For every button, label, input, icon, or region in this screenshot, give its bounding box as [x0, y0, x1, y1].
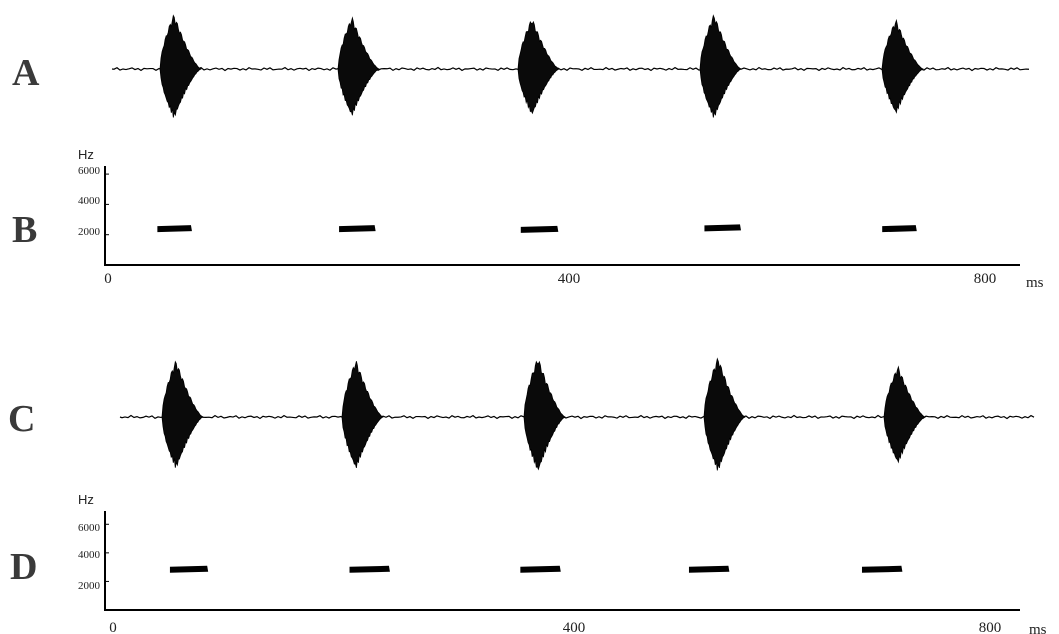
- panel-label-d: D: [10, 546, 37, 588]
- x-tick-label-d-0: 0: [109, 620, 117, 634]
- y-tick-label-b-6000: 6000: [78, 165, 101, 177]
- x-unit-label-d: ms: [1029, 622, 1047, 634]
- oscillogram-pulse: [159, 14, 202, 118]
- spectrogram-note: [157, 225, 192, 233]
- spectrogram-note: [688, 565, 730, 573]
- spectrogram-d: Hz 6000 4000 2000 0 400 800 ms: [78, 492, 1047, 634]
- x-tick-label-b-0: 0: [104, 271, 112, 287]
- oscillogram-pulse: [341, 361, 384, 468]
- oscillogram-pulse: [703, 357, 746, 471]
- x-tick-label-d-800: 800: [979, 620, 1002, 634]
- spectrogram-note: [349, 565, 390, 573]
- oscillogram-pulse: [161, 360, 204, 468]
- oscillogram-pulse: [523, 360, 566, 471]
- spectrogram-note: [169, 565, 209, 573]
- x-tick-label-b-400: 400: [558, 271, 581, 287]
- y-tick-label-d-4000: 4000: [78, 549, 101, 561]
- spectrogram-b: Hz 6000 4000 2000 0 400 800 ms: [78, 147, 1044, 291]
- oscillogram-pulse: [517, 20, 560, 115]
- oscillogram-c: [119, 357, 1035, 471]
- oscillogram-pulse: [881, 18, 924, 114]
- panel-label-b: B: [12, 209, 37, 251]
- spectrogram-note: [520, 225, 559, 233]
- y-unit-label-d: Hz: [78, 492, 94, 507]
- spectrogram-note: [339, 225, 376, 233]
- spectrogram-note: [520, 565, 561, 573]
- y-tick-label-b-4000: 4000: [78, 195, 101, 207]
- y-tick-label-d-6000: 6000: [78, 522, 101, 534]
- oscillogram-baseline: [111, 66, 1030, 72]
- spectrogram-note: [882, 225, 917, 233]
- spectrogram-note: [861, 565, 903, 573]
- panel-label-a: A: [12, 52, 40, 94]
- x-tick-label-b-800: 800: [974, 271, 997, 287]
- x-tick-label-d-400: 400: [563, 620, 586, 634]
- spectrogram-note: [704, 224, 741, 232]
- oscillogram-pulse: [337, 16, 380, 116]
- oscillogram-pulse: [699, 14, 742, 118]
- y-unit-label-b: Hz: [78, 147, 94, 162]
- y-tick-label-b-2000: 2000: [78, 226, 101, 238]
- oscillogram-baseline: [119, 414, 1035, 420]
- y-tick-label-d-2000: 2000: [78, 580, 101, 592]
- oscillogram-a: [111, 14, 1030, 118]
- oscillogram-pulse: [883, 365, 926, 464]
- x-unit-label-b: ms: [1026, 275, 1044, 291]
- panel-label-c: C: [8, 398, 35, 440]
